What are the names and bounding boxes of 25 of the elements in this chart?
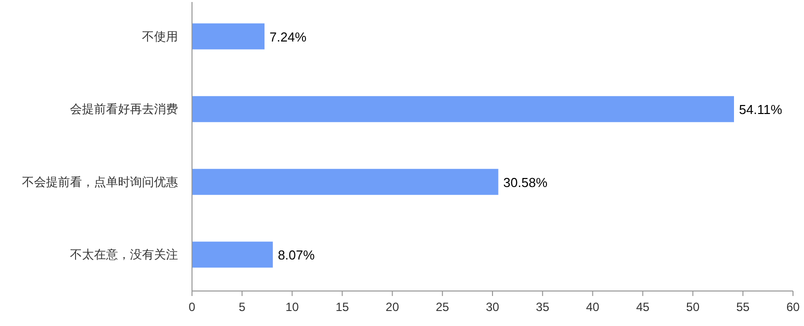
bar <box>192 23 265 50</box>
bar <box>192 168 498 195</box>
x-tick-label: 15 <box>336 300 350 314</box>
data-label: 54.11% <box>739 102 783 118</box>
data-label: 8.07% <box>278 248 316 263</box>
x-tick-label: 10 <box>285 300 300 314</box>
x-tick-label: 30 <box>486 300 500 314</box>
x-tick-label: 50 <box>686 300 700 314</box>
y-tick-label: 不太在意，没有关注 <box>70 248 178 262</box>
x-tick-label: 25 <box>436 300 450 314</box>
y-tick-label: 会提前看好再去消费 <box>70 102 178 116</box>
data-label: 7.24% <box>270 29 307 44</box>
bar <box>192 242 273 268</box>
y-tick-label: 不会提前看，点单时询问优惠 <box>22 174 178 189</box>
x-tick-label: 60 <box>786 300 800 314</box>
bar <box>192 96 734 122</box>
y-tick-label: 不使用 <box>142 29 178 44</box>
x-tick-label: 0 <box>188 300 196 314</box>
x-tick-label: 55 <box>736 300 750 314</box>
x-tick-label: 35 <box>536 300 550 314</box>
x-tick-label: 5 <box>238 300 246 314</box>
data-label: 30.58% <box>503 174 548 190</box>
x-tick-label: 40 <box>586 300 600 314</box>
x-tick-label: 20 <box>386 300 400 314</box>
x-tick-label: 45 <box>636 300 650 314</box>
